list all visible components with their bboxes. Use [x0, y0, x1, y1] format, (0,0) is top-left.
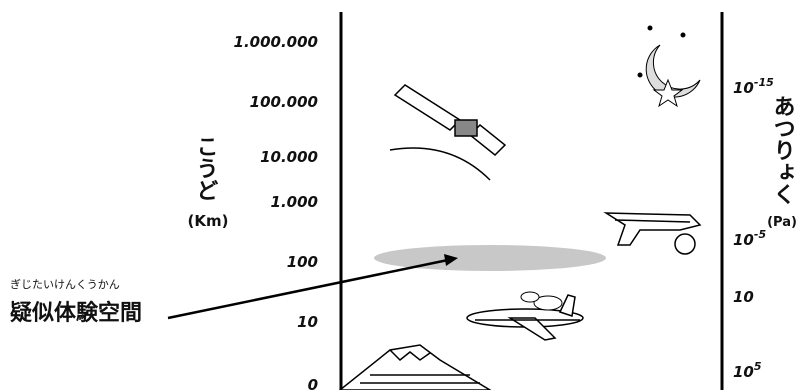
altitude-label: 10.000: [260, 148, 318, 166]
mountain: [340, 345, 490, 390]
pressure-base: 10: [733, 79, 754, 97]
pressure-label: 10-5: [733, 228, 766, 249]
right-axis-title: あつりょく: [770, 95, 795, 205]
pressure-base: 10: [733, 231, 754, 249]
altitude-label: 10: [297, 313, 318, 331]
altitude-label: 1.000.000: [234, 33, 318, 51]
annotation-ruby: ぎじたいけんくうかん: [10, 277, 120, 291]
altitude-label: 100.000: [250, 93, 318, 111]
pressure-exponent: 5: [754, 360, 762, 373]
altitude-label: 0: [308, 376, 318, 390]
right-axis-unit: (Pa): [767, 215, 797, 230]
satellite: [390, 85, 505, 180]
left-axis-unit: (Km): [188, 212, 229, 230]
space-shuttle: [606, 213, 700, 254]
altitude-label: 100: [287, 253, 318, 271]
pressure-exponent: -5: [754, 228, 767, 241]
altitude-label: 1.000: [271, 193, 318, 211]
pressure-label: 10-15: [733, 76, 774, 97]
annotation-label: 疑似体験空間: [10, 300, 142, 326]
pressure-base: 10: [733, 288, 754, 306]
altitude-diagram: こうど (Km) あつりょく (Pa) ぎじたいけんくうかん 疑似体験空間 1.…: [0, 0, 803, 390]
pressure-label: 105: [733, 360, 762, 381]
pressure-label: 10: [733, 288, 754, 306]
pressure-base: 10: [733, 363, 754, 381]
airplane: [467, 295, 583, 340]
cloud: [521, 292, 562, 310]
moon-stars: [638, 26, 700, 106]
pressure-exponent: -15: [754, 76, 774, 89]
left-axis-title: こうど: [193, 135, 218, 201]
